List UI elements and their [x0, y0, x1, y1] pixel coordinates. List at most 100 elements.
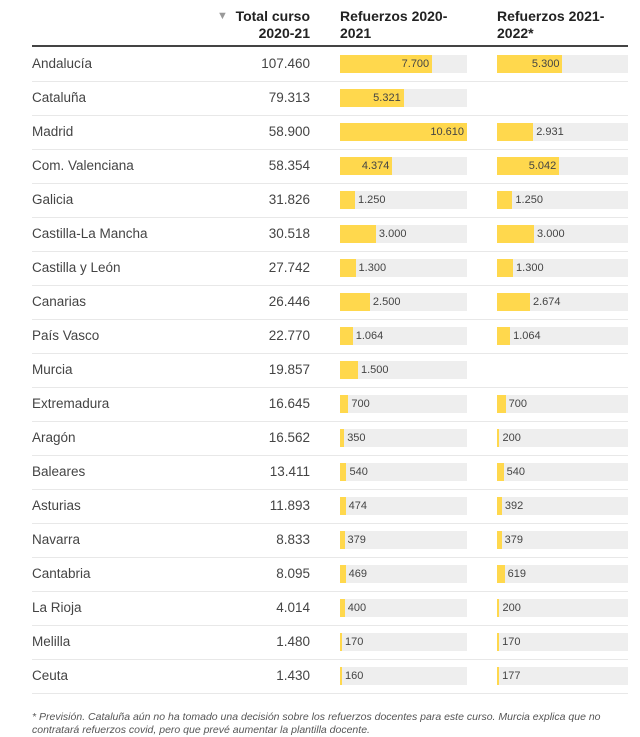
r1-value-label: 379 — [347, 534, 366, 546]
r1-value-label: 7.700 — [401, 58, 430, 70]
r1-value-label: 1.250 — [357, 194, 386, 206]
r1-bar-track: 1.064 — [340, 327, 467, 345]
r1-bar — [340, 157, 393, 175]
r2-value-label: 379 — [504, 534, 524, 546]
r1-bar-track: 350 — [340, 429, 467, 447]
r2-bar — [497, 191, 513, 209]
r1-bar — [340, 225, 376, 243]
r2-value-label: 170 — [502, 636, 521, 648]
r2-bar — [497, 327, 511, 345]
r2-bar — [497, 565, 505, 583]
r1-bar — [340, 565, 346, 583]
total-value: 22.770 — [268, 328, 310, 343]
r1-bar — [340, 395, 349, 413]
region-name: Cataluña — [32, 90, 87, 105]
total-value: 26.446 — [268, 294, 310, 309]
r1-bar — [340, 633, 343, 651]
r1-value-label: 700 — [351, 398, 370, 410]
r1-bar — [340, 89, 404, 107]
r2-bar — [497, 463, 504, 481]
r1-bar — [340, 191, 355, 209]
table-row: Cantabria 8.095 469 619 — [32, 557, 628, 592]
total-value: 19.857 — [268, 362, 310, 377]
r2-value-label: 5.300 — [531, 58, 560, 70]
r1-value-label: 540 — [349, 466, 368, 478]
r1-bar — [340, 497, 346, 515]
r1-bar-track: 1.300 — [340, 259, 467, 277]
r2-bar — [497, 55, 563, 73]
r1-bar — [340, 361, 358, 379]
r2-bar — [497, 497, 502, 515]
r2-bar — [497, 633, 500, 651]
region-name: Castilla y León — [32, 260, 121, 275]
r1-bar-track: 469 — [340, 565, 467, 583]
r1-value-label: 4.374 — [361, 160, 390, 172]
r2-bar — [497, 225, 535, 243]
total-value: 79.313 — [268, 90, 310, 105]
r1-bar-track: 379 — [340, 531, 467, 549]
column-header-total[interactable]: Total curso 2020-21 — [235, 8, 310, 41]
column-header-r2[interactable]: Refuerzos 2021-2022* — [497, 8, 605, 41]
table-row: Cataluña 79.313 5.321 — [32, 81, 628, 116]
r1-bar-track: 4.374 — [340, 157, 467, 175]
column-header-r1[interactable]: Refuerzos 2020-2021 — [340, 8, 448, 41]
total-value: 4.014 — [276, 600, 310, 615]
table-row: Canarias 26.446 2.500 2.674 — [32, 285, 628, 320]
r2-bar-track: 5.300 — [497, 55, 628, 73]
region-name: Murcia — [32, 362, 73, 377]
region-name: País Vasco — [32, 328, 100, 343]
table-row: Aragón 16.562 350 200 — [32, 421, 628, 456]
r2-bar-track: 1.250 — [497, 191, 628, 209]
r2-bar-track — [497, 361, 628, 379]
total-value: 8.833 — [276, 532, 310, 547]
total-value: 58.354 — [268, 158, 310, 173]
r1-bar-track: 160 — [340, 667, 467, 685]
r2-bar — [497, 395, 506, 413]
r1-bar — [340, 599, 345, 617]
r1-bar — [340, 327, 353, 345]
table-row: Com. Valenciana 58.354 4.374 5.042 — [32, 149, 628, 184]
table-row: La Rioja 4.014 400 200 — [32, 591, 628, 626]
r1-value-label: 1.064 — [355, 330, 384, 342]
region-name: Ceuta — [32, 668, 69, 683]
r1-bar-track: 7.700 — [340, 55, 467, 73]
region-name: Melilla — [32, 634, 71, 649]
table-row: Melilla 1.480 170 170 — [32, 625, 628, 660]
r2-bar-track: 1.064 — [497, 327, 628, 345]
table-row: Andalucía 107.460 7.700 5.300 — [32, 47, 628, 82]
table-row: Navarra 8.833 379 379 — [32, 523, 628, 558]
r1-value-label: 1.300 — [358, 262, 387, 274]
r2-bar-track: 540 — [497, 463, 628, 481]
region-name: Baleares — [32, 464, 86, 479]
table-row: Castilla y León 27.742 1.300 1.300 — [32, 251, 628, 286]
r2-bar-track: 2.674 — [497, 293, 628, 311]
r2-bar — [497, 599, 500, 617]
r1-bar-track: 3.000 — [340, 225, 467, 243]
r1-value-label: 1.500 — [360, 364, 389, 376]
region-name: Aragón — [32, 430, 76, 445]
r1-value-label: 5.321 — [373, 92, 401, 104]
r1-value-label: 10.610 — [430, 126, 464, 138]
r2-value-label: 619 — [507, 568, 526, 580]
r2-value-label: 392 — [504, 500, 524, 512]
region-name: Canarias — [32, 294, 87, 309]
r2-value-label: 5.042 — [528, 160, 557, 172]
r1-bar-track: 474 — [340, 497, 467, 515]
r2-bar — [497, 531, 502, 549]
r1-value-label: 170 — [345, 636, 364, 648]
r1-value-label: 400 — [347, 602, 367, 614]
r2-bar-track: 170 — [497, 633, 628, 651]
total-value: 16.645 — [268, 396, 310, 411]
r1-bar-track: 2.500 — [340, 293, 467, 311]
sort-triangle-down-icon[interactable]: ▼ — [217, 10, 228, 22]
r2-bar-track: 177 — [497, 667, 628, 685]
total-value: 58.900 — [268, 124, 310, 139]
r2-bar — [497, 259, 514, 277]
region-name: Madrid — [32, 124, 74, 139]
r2-bar-track — [497, 89, 628, 107]
r1-bar-track: 170 — [340, 633, 467, 651]
r2-value-label: 200 — [502, 602, 521, 614]
total-value: 13.411 — [269, 464, 310, 479]
r1-value-label: 469 — [348, 568, 367, 580]
r2-bar-track: 200 — [497, 599, 628, 617]
